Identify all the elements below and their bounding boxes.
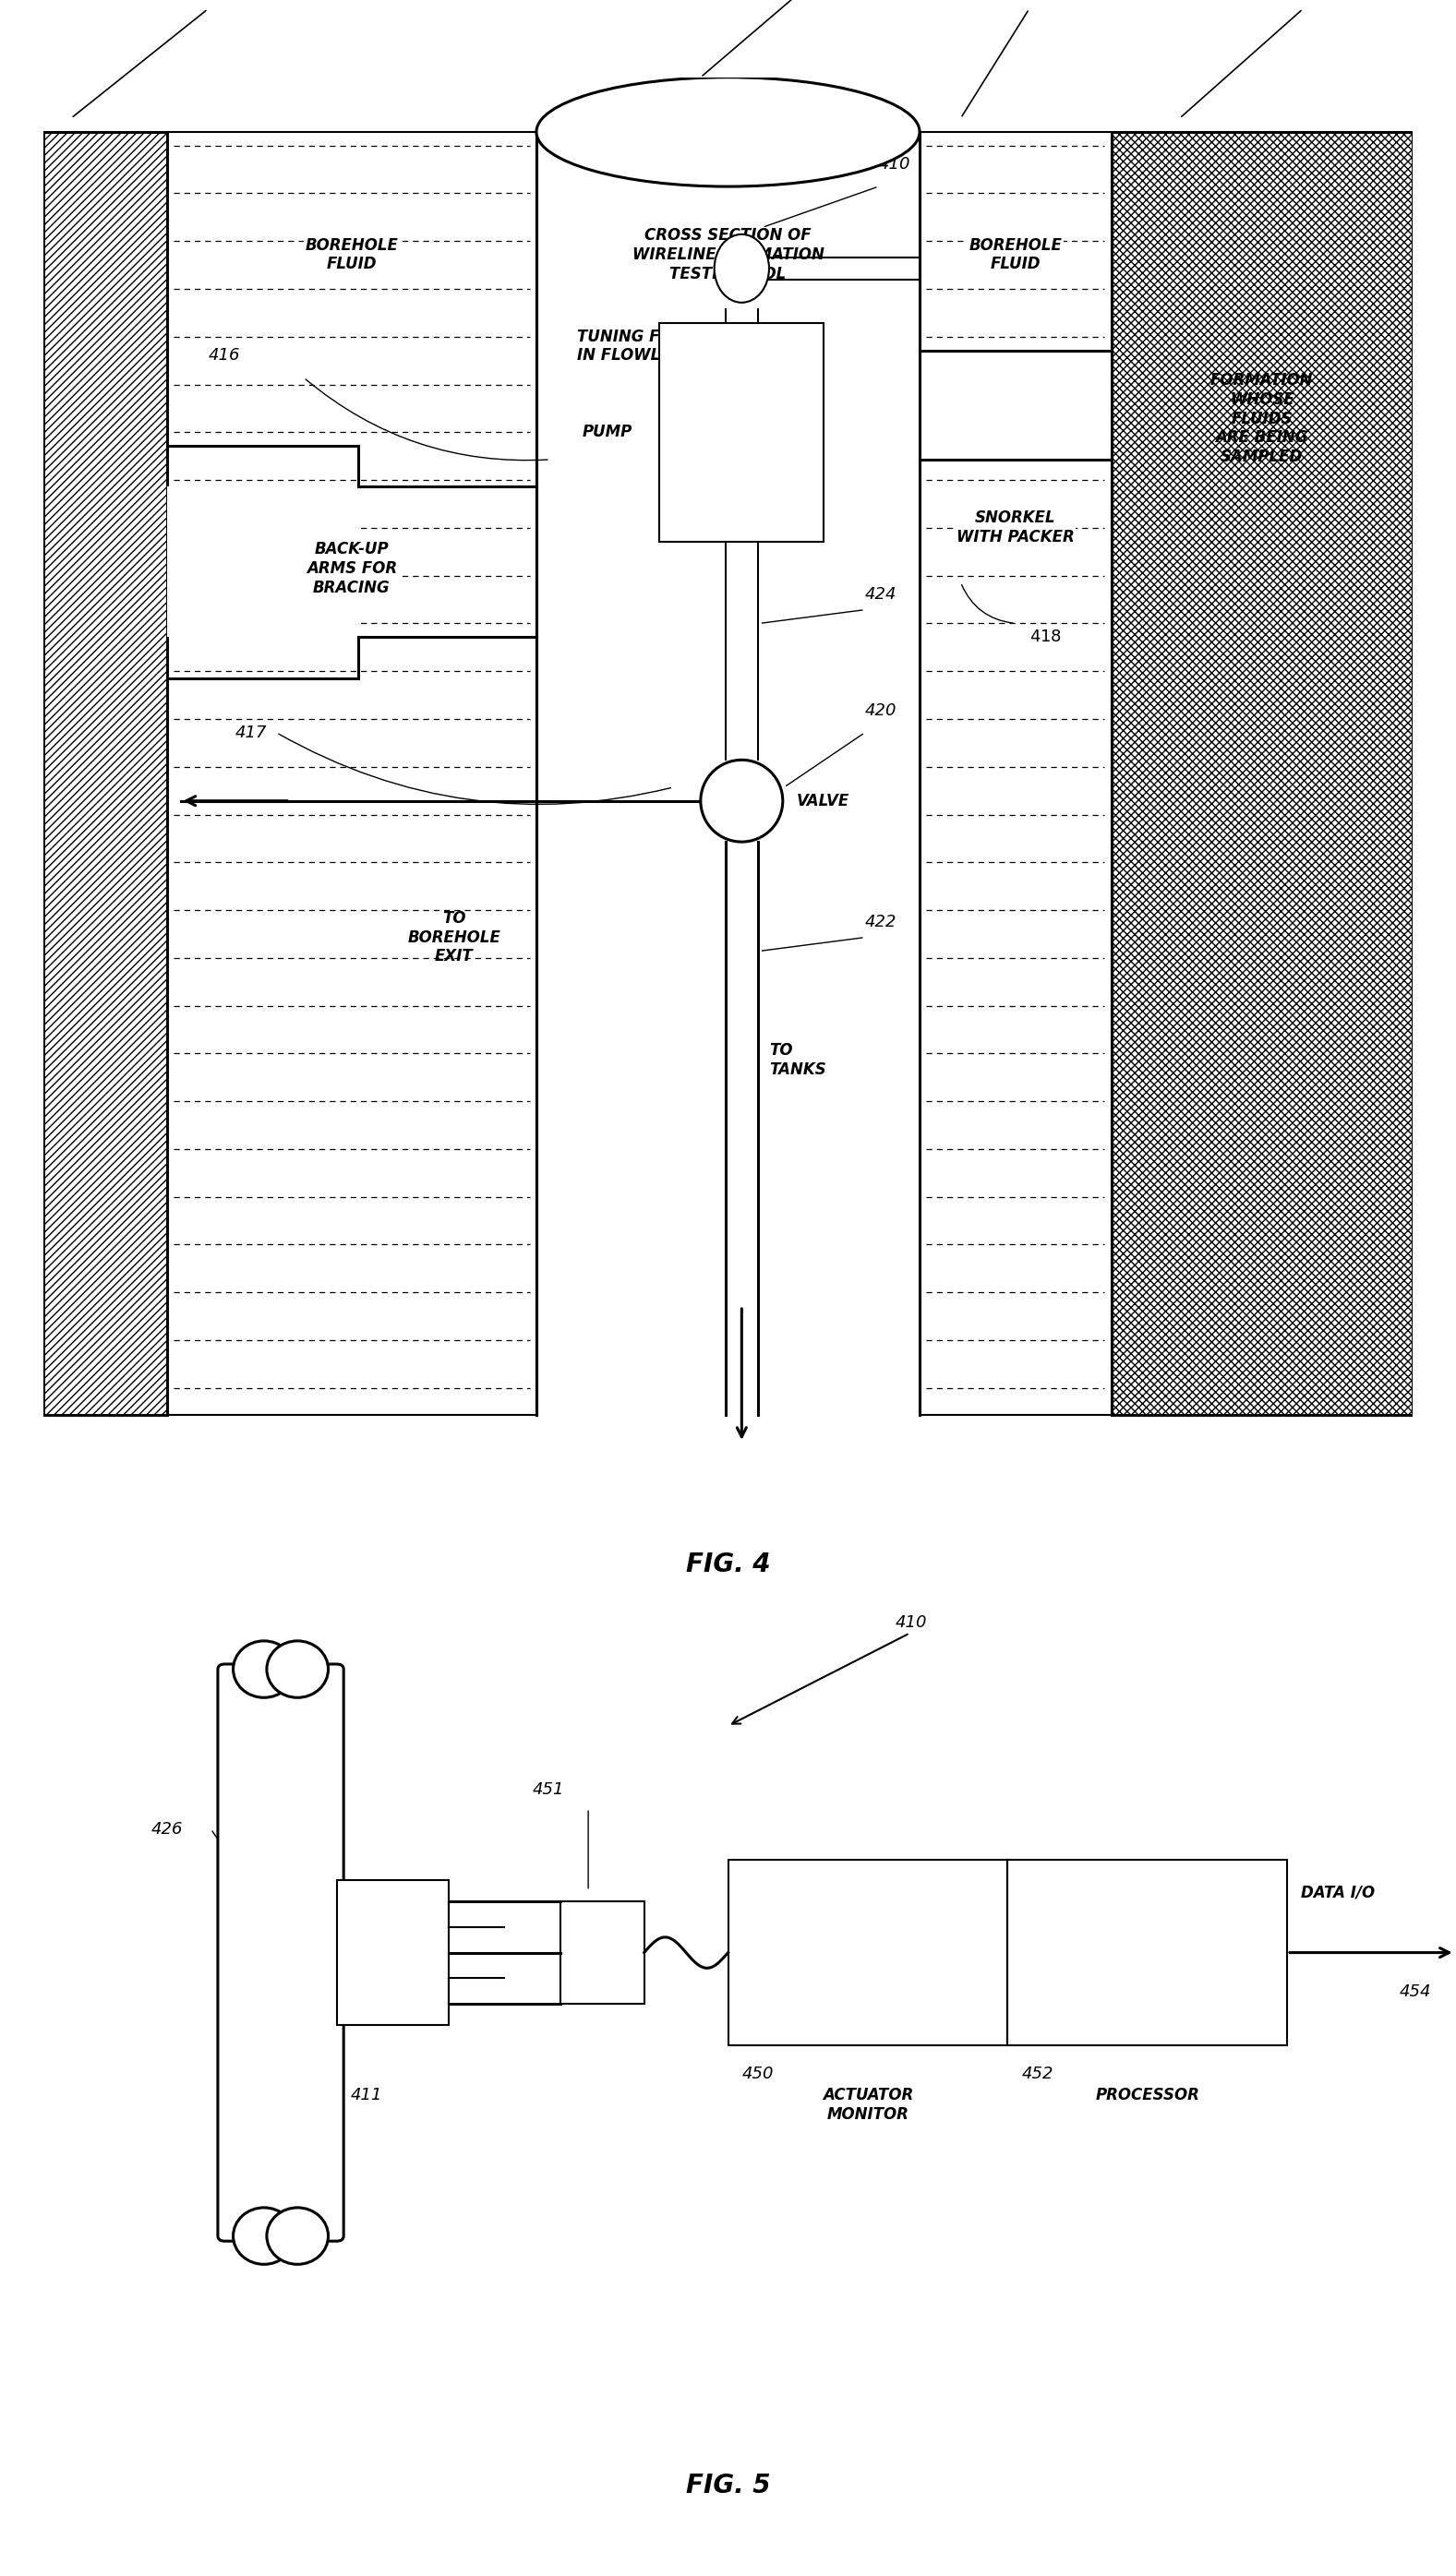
Bar	[336, 1880, 448, 2025]
Bar	[561, 1901, 644, 2004]
Text: $\mathit{418}$: $\mathit{418}$	[1029, 629, 1061, 647]
Text: 410: 410	[878, 157, 910, 173]
Text: TO
TANKS: TO TANKS	[769, 1043, 826, 1079]
Text: BOREHOLE
FLUID: BOREHOLE FLUID	[968, 237, 1061, 273]
Ellipse shape	[233, 1641, 294, 1698]
Text: PROCESSOR: PROCESSOR	[1095, 2087, 1200, 2102]
Text: 410: 410	[895, 1615, 927, 1631]
Bar	[728, 1860, 1008, 2045]
Bar	[167, 131, 536, 1414]
Ellipse shape	[266, 1641, 328, 1698]
Text: VALVE: VALVE	[796, 793, 849, 809]
Text: 411: 411	[351, 2087, 383, 2102]
Text: CROSS SECTION OF
WIRELINE FORMATION
TESTER TOOL: CROSS SECTION OF WIRELINE FORMATION TEST…	[632, 227, 824, 283]
Text: FORMATION
WHOSE
FLUIDS
ARE BEING
SAMPLED: FORMATION WHOSE FLUIDS ARE BEING SAMPLED	[1210, 371, 1313, 466]
Text: DATA I/O: DATA I/O	[1302, 1886, 1374, 1901]
Text: 452: 452	[1022, 2066, 1053, 2081]
Text: 420: 420	[865, 703, 897, 719]
Text: TO
BOREHOLE
EXIT: TO BOREHOLE EXIT	[408, 909, 501, 966]
Ellipse shape	[233, 2208, 294, 2264]
Text: FIG. 4: FIG. 4	[686, 1551, 770, 1577]
FancyBboxPatch shape	[218, 1664, 344, 2241]
Bar	[1008, 1860, 1287, 2045]
Text: SNORKEL
WITH PACKER: SNORKEL WITH PACKER	[957, 510, 1075, 546]
Text: 450: 450	[743, 2066, 773, 2081]
Text: ACTUATOR
MONITOR: ACTUATOR MONITOR	[823, 2087, 913, 2123]
Text: FIG. 5: FIG. 5	[686, 2473, 770, 2499]
Text: PUMP: PUMP	[582, 425, 632, 440]
Text: 417: 417	[236, 724, 266, 742]
Text: BOREHOLE
FLUID: BOREHOLE FLUID	[306, 237, 397, 273]
Text: 426: 426	[151, 1821, 183, 1837]
Ellipse shape	[266, 2208, 328, 2264]
Text: TUNING FORK
IN FLOWLINE: TUNING FORK IN FLOWLINE	[578, 327, 697, 363]
Text: 416: 416	[208, 348, 240, 363]
Bar	[660, 322, 824, 541]
Text: BACK-UP
ARMS FOR
BRACING: BACK-UP ARMS FOR BRACING	[306, 541, 397, 595]
Bar	[44, 131, 167, 1414]
Text: 424: 424	[865, 587, 897, 603]
Ellipse shape	[536, 77, 920, 185]
Bar	[1111, 131, 1412, 1414]
Bar	[920, 131, 1111, 1414]
Bar	[536, 131, 920, 1414]
Bar	[920, 350, 1111, 459]
Bar	[167, 487, 358, 636]
Text: 454: 454	[1399, 1984, 1431, 1999]
Text: 451: 451	[533, 1783, 563, 1798]
Ellipse shape	[715, 234, 769, 301]
Ellipse shape	[700, 760, 783, 842]
Text: 422: 422	[865, 914, 897, 930]
